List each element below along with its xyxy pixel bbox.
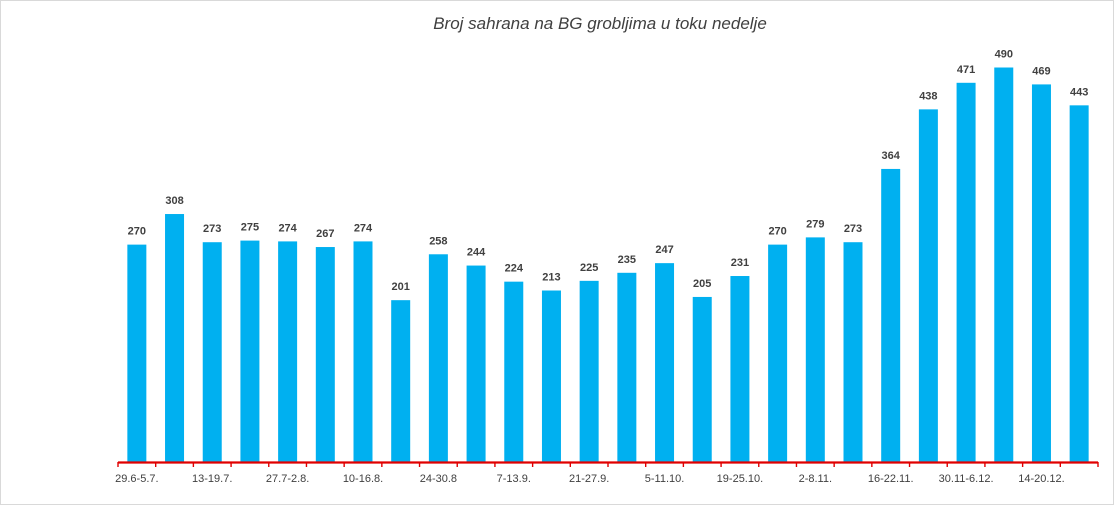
data-label-24: 490 (995, 49, 1013, 61)
bar-18 (768, 244, 788, 462)
bar-21 (881, 168, 901, 462)
bar-13 (579, 280, 599, 462)
data-label-19: 279 (806, 218, 824, 230)
data-label-10: 244 (467, 247, 486, 259)
data-label-1: 270 (128, 226, 146, 238)
bar-20 (843, 242, 863, 462)
data-label-20: 273 (844, 223, 862, 235)
x-tick-label-1: 29.6-5.7. (115, 473, 158, 485)
bar-5 (278, 241, 298, 462)
x-tick-label-12: 30.11-6.12. (939, 473, 994, 485)
data-label-4: 275 (241, 222, 259, 234)
data-label-11: 224 (505, 263, 524, 275)
x-tick-label-7: 21-27.9. (569, 473, 609, 485)
data-label-26: 443 (1070, 86, 1088, 98)
data-label-7: 274 (354, 222, 373, 234)
bar-7 (353, 241, 373, 462)
data-label-12: 213 (542, 272, 560, 284)
bar-9 (428, 254, 448, 462)
bar-19 (805, 237, 825, 462)
bar-16 (692, 296, 712, 462)
data-label-2: 308 (165, 195, 183, 207)
data-label-23: 471 (957, 64, 975, 76)
x-tick-label-8: 5-11.10. (645, 473, 685, 485)
data-label-9: 258 (429, 235, 447, 247)
bar-3 (202, 242, 222, 462)
bar-22 (918, 109, 938, 463)
bar-6 (315, 247, 335, 462)
data-labels-group: 270 308 273 275 274 267 274 201 258 244 224 213 225 2… (128, 49, 1089, 294)
data-label-3: 273 (203, 223, 221, 235)
data-label-14: 235 (618, 254, 636, 266)
bar-15 (655, 263, 675, 462)
data-label-15: 247 (655, 244, 673, 256)
data-label-16: 205 (693, 278, 711, 290)
data-label-5: 274 (278, 222, 297, 234)
x-tick-label-2: 13-19.7. (192, 473, 232, 485)
bar-1 (127, 244, 147, 462)
bar-11 (504, 281, 524, 462)
bars-group (127, 67, 1089, 463)
x-tick-label-4: 10-16.8. (343, 473, 383, 485)
data-label-8: 201 (392, 281, 410, 293)
bar-12 (541, 290, 561, 462)
x-tick-label-13: 14-20.12. (1018, 473, 1064, 485)
data-label-25: 469 (1032, 65, 1050, 77)
data-label-22: 438 (919, 90, 937, 102)
data-label-21: 364 (882, 150, 901, 162)
x-tick-label-11: 16-22.11. (868, 473, 914, 485)
data-label-17: 231 (731, 257, 749, 269)
x-tick-label-10: 2-8.11. (799, 473, 832, 485)
bar-23 (956, 82, 976, 463)
bar-8 (391, 300, 411, 462)
bar-2 (165, 214, 185, 462)
bar-14 (617, 272, 637, 462)
bar-26 (1069, 105, 1089, 462)
bar-4 (240, 240, 260, 462)
tick-labels-group: 29.6-5.7. 13-19.7. 27.7-2.8. 10-16.8. 24-30.… (115, 473, 1065, 485)
bar-10 (466, 265, 486, 462)
x-tick-label-6: 7-13.9. (497, 473, 531, 485)
data-label-6: 267 (316, 228, 334, 240)
x-tick-label-5: 24-30.8 (420, 473, 457, 485)
bar-24 (994, 67, 1014, 462)
chart-title: Broj sahrana na BG grobljima u toku nede… (433, 14, 767, 33)
data-label-13: 225 (580, 262, 598, 274)
x-axis (117, 461, 1099, 467)
bar-25 (1031, 84, 1051, 462)
data-label-18: 270 (768, 226, 786, 238)
x-tick-label-3: 27.7-2.8. (266, 473, 309, 485)
bar-17 (730, 276, 750, 462)
x-tick-label-9: 19-25.10. (717, 473, 763, 485)
